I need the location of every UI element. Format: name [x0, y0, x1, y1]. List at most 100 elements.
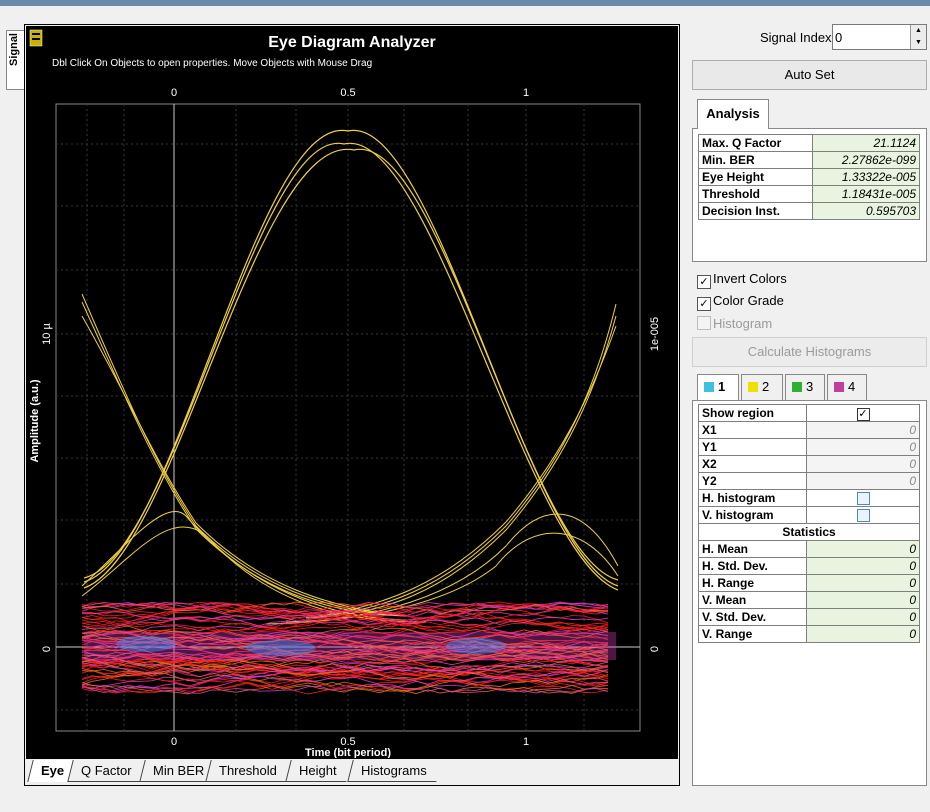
noise-trace — [81, 623, 609, 642]
region-row: H. histogram — [698, 489, 920, 507]
eye-diagram-plot[interactable]: Eye Diagram Analyzer Dbl Click On Object… — [26, 26, 678, 759]
analysis-row: Eye Height 1.33322e-005 — [698, 168, 920, 186]
show-region-check-icon[interactable]: ✓ — [856, 407, 870, 421]
stepper-arrows[interactable]: ▲ ▼ — [910, 25, 926, 49]
eye-trace — [81, 293, 407, 617]
region-value[interactable]: 0 — [806, 421, 920, 439]
histogram-toggle-cell[interactable] — [806, 489, 920, 507]
region-key: Show region — [698, 404, 807, 422]
tab-q-factor-label: Q Factor — [81, 763, 132, 778]
noise-trace — [81, 652, 608, 674]
statistics-value[interactable]: 0 — [806, 574, 920, 592]
channel-tab-4[interactable]: 4 — [827, 374, 867, 400]
region-value[interactable]: 0 — [806, 455, 920, 473]
analyzer-icon[interactable] — [29, 29, 43, 47]
invert-colors-check-icon[interactable]: ✓ — [697, 275, 711, 289]
analysis-key: Max. Q Factor — [698, 134, 813, 152]
statistics-value[interactable]: 0 — [806, 591, 920, 609]
analysis-table: Max. Q Factor 21.1124 Min. BER 2.27862e-099… — [698, 134, 920, 252]
statistics-value[interactable]: 0 — [806, 625, 920, 643]
noise-trace — [81, 669, 609, 695]
invert-colors-label: Invert Colors — [713, 271, 787, 286]
eye-trace — [305, 303, 617, 619]
analysis-value[interactable]: 1.18431e-005 — [812, 185, 920, 203]
analysis-row: Decision Inst. 0.595703 — [698, 202, 920, 220]
eye-trace — [83, 143, 619, 591]
analysis-value[interactable]: 0.595703 — [812, 202, 920, 220]
noise-trace — [81, 605, 609, 630]
analysis-row: Threshold 1.18431e-005 — [698, 185, 920, 203]
statistics-value[interactable]: 0 — [806, 557, 920, 575]
noise-trace — [81, 656, 609, 674]
analysis-key: Min. BER — [698, 151, 813, 169]
noise-trace — [81, 621, 609, 664]
noise-trace — [81, 662, 609, 693]
left-tick-10u: 10 µ — [41, 323, 53, 345]
noise-trace — [81, 649, 609, 676]
channel-tab-1[interactable]: 1 — [697, 374, 739, 400]
analysis-key: Decision Inst. — [698, 202, 813, 220]
auto-set-button[interactable]: Auto Set — [692, 60, 927, 90]
signal-index-input[interactable] — [835, 26, 907, 48]
channel-tab-3[interactable]: 3 — [785, 374, 825, 400]
plot-grid — [56, 104, 640, 731]
side-tab-label: Signal — [8, 33, 20, 67]
region-row: Y1 0 — [698, 438, 920, 456]
tab-analysis[interactable]: Analysis — [697, 99, 769, 129]
signal-index-stepper[interactable]: ▲ ▼ — [832, 24, 927, 50]
tab-threshold[interactable]: Threshold — [205, 760, 292, 782]
statistics-value[interactable]: 0 — [806, 540, 920, 558]
statistics-key: H. Std. Dev. — [698, 557, 807, 575]
noise-density — [84, 632, 616, 660]
noise-core — [446, 638, 506, 654]
tab-histograms[interactable]: Histograms — [347, 760, 442, 782]
plot-svg[interactable]: Eye Diagram Analyzer Dbl Click On Object… — [26, 26, 678, 759]
eye-trace — [81, 315, 407, 617]
top-tick-1: 1 — [523, 87, 529, 99]
region-value[interactable]: 0 — [806, 472, 920, 490]
histogram-label: Histogram — [713, 316, 773, 331]
analysis-value[interactable]: 21.1124 — [812, 134, 920, 152]
region-row: V. histogram — [698, 506, 920, 524]
stepper-down-icon[interactable]: ▼ — [915, 39, 922, 46]
statistics-key: V. Mean — [698, 591, 807, 609]
stepper-up-icon[interactable]: ▲ — [915, 27, 922, 34]
noise-trace — [81, 667, 609, 693]
side-tab-signal[interactable]: Signal — [6, 30, 24, 90]
region-key: X2 — [698, 455, 807, 473]
noise-trace — [81, 662, 609, 694]
statistics-row: V. Std. Dev. 0 — [698, 608, 920, 626]
eye-trace — [83, 149, 619, 589]
histogram-checkbox[interactable]: Histogram — [697, 315, 772, 333]
noise-trace — [81, 602, 609, 626]
analysis-value[interactable]: 1.33322e-005 — [812, 168, 920, 186]
channel-tab-2[interactable]: 2 — [741, 374, 783, 400]
statistics-value[interactable]: 0 — [806, 608, 920, 626]
calculate-histograms-button[interactable]: Calculate Histograms — [692, 337, 927, 367]
tab-histograms-label: Histograms — [361, 763, 427, 778]
histogram-toggle-box[interactable] — [856, 509, 870, 523]
channel-2-swatch — [748, 382, 758, 392]
noise-trace — [81, 605, 609, 634]
color-grade-checkbox[interactable]: ✓ Color Grade — [697, 292, 784, 311]
region-value[interactable]: 0 — [806, 438, 920, 456]
tab-min-ber-label: Min BER — [153, 763, 205, 778]
noise-trace — [81, 677, 609, 695]
channel-4-swatch — [834, 382, 844, 392]
tab-height[interactable]: Height — [285, 760, 352, 782]
noise-trace — [81, 606, 609, 627]
tab-q-factor[interactable]: Q Factor — [67, 760, 147, 782]
histogram-toggle-box[interactable] — [856, 492, 870, 506]
histogram-check-icon[interactable] — [697, 316, 711, 330]
invert-colors-checkbox[interactable]: ✓ Invert Colors — [697, 270, 787, 289]
bottom-tick-05: 0.5 — [340, 736, 355, 748]
histogram-toggle-cell[interactable] — [806, 506, 920, 524]
statistics-row: H. Range 0 — [698, 574, 920, 592]
plot-hint: Dbl Click On Objects to open properties.… — [52, 58, 372, 69]
noise-core — [246, 640, 316, 656]
statistics-key: H. Mean — [698, 540, 807, 558]
color-grade-label: Color Grade — [713, 293, 784, 308]
color-grade-check-icon[interactable]: ✓ — [697, 297, 711, 311]
analysis-value[interactable]: 2.27862e-099 — [812, 151, 920, 169]
show-region-cell[interactable]: ✓ — [806, 404, 920, 422]
